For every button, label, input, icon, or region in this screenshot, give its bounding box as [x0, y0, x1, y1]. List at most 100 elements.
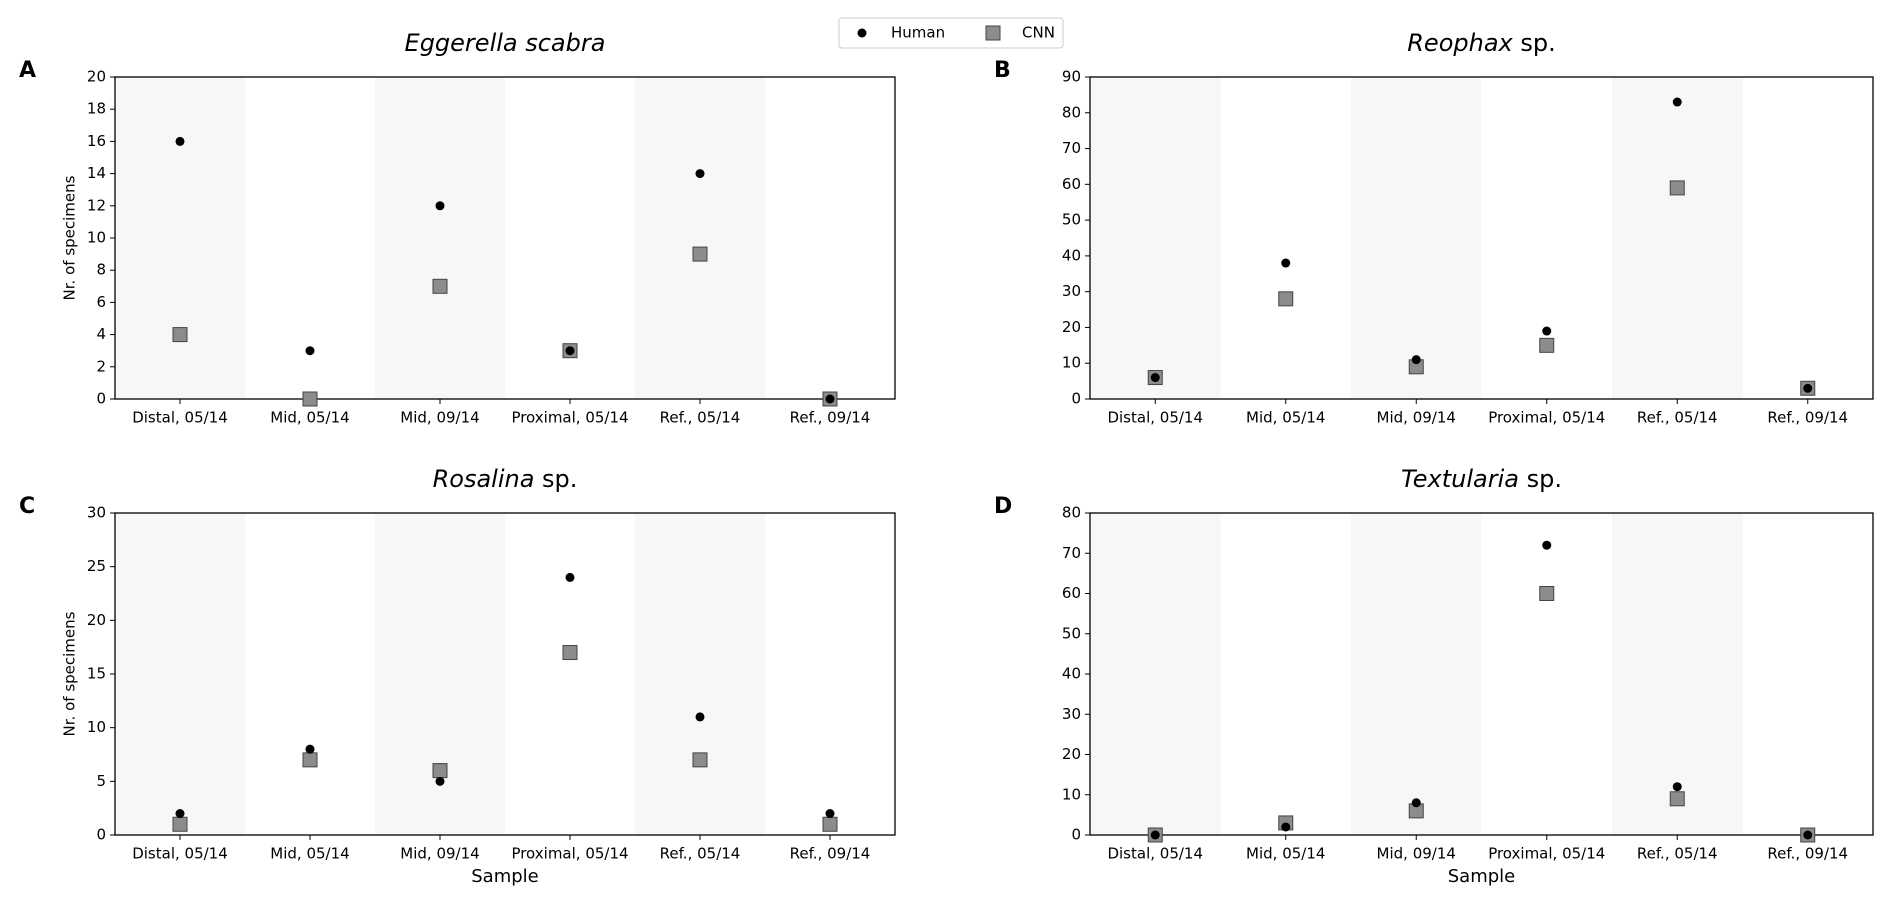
chart-title: Reophax sp.	[1407, 29, 1555, 57]
x-tick-label: Mid, 05/14	[270, 845, 349, 863]
x-tick-label: Distal, 05/14	[132, 845, 228, 863]
y-axis-label: Nr. of specimens	[61, 611, 79, 736]
y-tick-label: 80	[1062, 504, 1081, 522]
y-tick-label: 60	[1062, 175, 1081, 193]
x-tick-label: Mid, 09/14	[400, 409, 479, 427]
y-tick-label: 10	[87, 718, 106, 736]
band-shade	[635, 77, 765, 399]
y-tick-label: 50	[1062, 211, 1081, 229]
x-tick-label: Proximal, 05/14	[511, 409, 628, 427]
band-shade	[115, 77, 245, 399]
band-shade	[1090, 513, 1221, 835]
human-marker	[565, 572, 575, 582]
y-tick-label: 20	[1062, 318, 1081, 336]
y-tick-label: 40	[1062, 665, 1081, 683]
plot-frame	[1089, 512, 1874, 836]
human-marker	[175, 809, 185, 819]
y-tick-label: 30	[87, 504, 106, 522]
y-tick-label: 20	[1062, 745, 1081, 763]
human-marker	[1672, 782, 1682, 792]
plot-frame	[1089, 76, 1874, 400]
legend-box	[838, 17, 1064, 49]
panel-label: D	[994, 494, 1012, 519]
y-tick-label: 20	[87, 611, 106, 629]
cnn-marker	[432, 763, 448, 779]
y-tick-label: 25	[87, 557, 106, 575]
title-genus: Textularia	[1401, 465, 1519, 493]
band-shade	[375, 513, 505, 835]
title-rest: sp.	[534, 465, 577, 493]
human-marker	[435, 201, 445, 211]
y-tick-label: 90	[1062, 68, 1081, 86]
x-tick-label: Mid, 05/14	[270, 409, 349, 427]
y-tick-label: 12	[87, 196, 106, 214]
legend-label: Human	[891, 24, 945, 42]
y-tick-label: 10	[1062, 785, 1081, 803]
panel-label: C	[19, 494, 35, 519]
y-tick-label: 10	[87, 229, 106, 247]
human-marker	[1281, 258, 1291, 268]
y-tick-label: 14	[87, 164, 106, 182]
cnn-marker	[432, 278, 448, 294]
x-axis-label: Sample	[1448, 866, 1516, 887]
human-marker	[1411, 798, 1421, 808]
x-tick-label: Ref., 09/14	[1767, 845, 1848, 863]
x-tick-label: Ref., 05/14	[1637, 409, 1718, 427]
cnn-marker	[562, 645, 578, 661]
x-tick-label: Ref., 09/14	[790, 845, 871, 863]
y-tick-label: 16	[87, 132, 106, 150]
y-tick-label: 60	[1062, 584, 1081, 602]
band-shade	[1351, 77, 1482, 399]
cnn-marker	[302, 391, 318, 407]
cnn-marker	[692, 246, 708, 262]
x-tick-label: Proximal, 05/14	[511, 845, 628, 863]
band-shade	[115, 513, 245, 835]
band-shade	[375, 77, 505, 399]
x-tick-label: Ref., 05/14	[660, 845, 741, 863]
cnn-marker	[302, 752, 318, 768]
cnn-marker	[172, 816, 188, 832]
x-tick-label: Distal, 05/14	[1107, 845, 1203, 863]
y-tick-label: 0	[1071, 390, 1081, 408]
cnn-marker	[172, 327, 188, 343]
human-marker	[1542, 540, 1552, 550]
cnn-marker	[1539, 586, 1555, 601]
y-tick-label: 4	[96, 325, 106, 343]
x-tick-label: Ref., 05/14	[660, 409, 741, 427]
band-shade	[1351, 513, 1482, 835]
x-tick-label: Ref., 09/14	[1767, 409, 1848, 427]
legend-marker	[857, 28, 867, 38]
cnn-marker	[1669, 791, 1685, 807]
y-axis-label: Nr. of specimens	[61, 175, 79, 300]
x-tick-label: Mid, 05/14	[1246, 845, 1325, 863]
cnn-marker	[1669, 180, 1685, 196]
x-tick-label: Distal, 05/14	[132, 409, 228, 427]
cnn-marker	[692, 752, 708, 768]
x-axis-label: Sample	[471, 866, 539, 887]
x-tick-label: Proximal, 05/14	[1488, 845, 1605, 863]
band-shade	[1090, 77, 1221, 399]
human-marker	[825, 394, 835, 404]
y-tick-label: 18	[87, 100, 106, 118]
y-tick-label: 30	[1062, 282, 1081, 300]
band-shade	[635, 513, 765, 835]
y-tick-label: 6	[96, 293, 106, 311]
plot-frame	[114, 512, 896, 836]
band-shade	[1612, 513, 1743, 835]
y-tick-label: 15	[87, 665, 106, 683]
x-tick-label: Mid, 09/14	[1377, 845, 1456, 863]
panel-label: A	[19, 58, 36, 83]
title-genus: Rosalina	[433, 465, 535, 493]
y-tick-label: 50	[1062, 624, 1081, 642]
plot-frame	[114, 76, 896, 400]
y-tick-label: 70	[1062, 544, 1081, 562]
x-tick-label: Ref., 09/14	[790, 409, 871, 427]
x-tick-label: Ref., 05/14	[1637, 845, 1718, 863]
cnn-marker	[822, 816, 838, 832]
human-marker	[695, 712, 705, 722]
y-tick-label: 30	[1062, 705, 1081, 723]
title-rest: sp.	[1519, 465, 1562, 493]
human-marker	[435, 776, 445, 786]
band-shade	[1612, 77, 1743, 399]
y-tick-label: 0	[1071, 826, 1081, 844]
